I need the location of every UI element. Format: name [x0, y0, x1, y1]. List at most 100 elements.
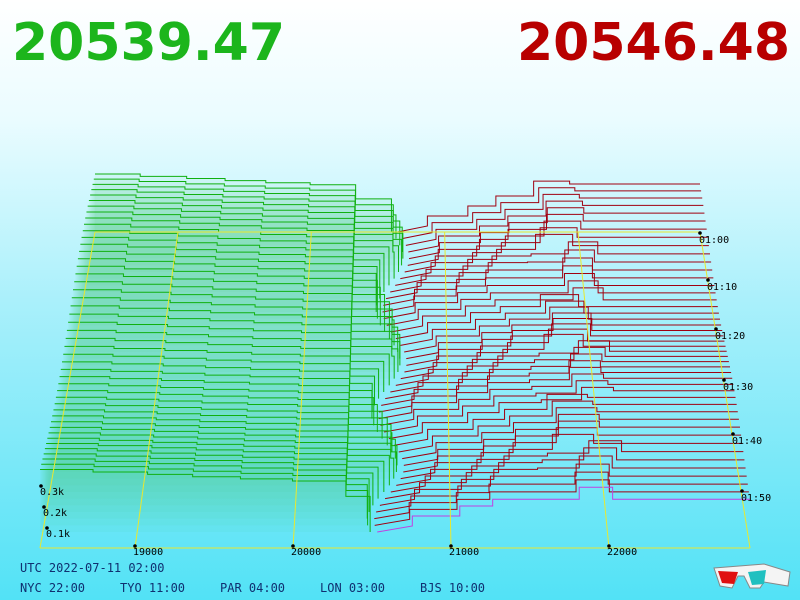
frame-line [699, 231, 751, 549]
bid-line [69, 313, 399, 372]
ask-line [383, 273, 715, 320]
bid-line [59, 376, 375, 426]
bid-line [49, 426, 395, 479]
zone-time: BJS 10:00 [420, 581, 485, 595]
ask-line [408, 200, 704, 253]
bid-line [47, 437, 385, 492]
bid-line [52, 415, 398, 466]
ask-line [377, 486, 750, 533]
depth-tick-label: 0.2k [43, 508, 67, 519]
ask-line [390, 241, 710, 293]
ask-line [379, 455, 746, 506]
ask-line [378, 360, 730, 413]
axes: 19000 20000 21000 22000 0.3k 0.2k 0.1k 01:00 01:… [39, 231, 771, 558]
price-grid-line [444, 231, 452, 549]
utc-time: UTC 2022-07-11 02:00 [20, 561, 165, 575]
depth-tick [42, 505, 46, 509]
bid-line [95, 173, 392, 232]
bid-line [90, 194, 404, 259]
bid-fill [88, 200, 402, 266]
ask-line [404, 220, 707, 273]
bid-fill [75, 273, 390, 339]
bid-line [57, 390, 383, 439]
ask-line [384, 380, 734, 433]
bid-line [55, 396, 388, 446]
ask-line [404, 323, 724, 373]
ask-line [390, 287, 717, 333]
bid-line [87, 205, 400, 272]
bid-line [63, 353, 376, 406]
bid-line [58, 383, 378, 432]
ask-line [401, 187, 702, 240]
ask-line [400, 328, 725, 380]
zone-time: LON 03:00 [320, 581, 385, 595]
bid-line [41, 463, 369, 526]
bid-line [92, 183, 401, 246]
time-tick [714, 327, 718, 331]
ask-line [402, 407, 738, 460]
bid-line [82, 230, 381, 299]
ask-line [382, 265, 714, 313]
ask-price: 20546.48 [517, 13, 790, 73]
bid-fill [60, 369, 372, 419]
bid-line [93, 178, 397, 239]
bid-line [66, 329, 390, 386]
price-grid-line [577, 231, 610, 549]
3d-glasses-icon [713, 563, 791, 589]
ask-line [405, 193, 703, 246]
bid-fill [71, 297, 400, 359]
ask-line [403, 420, 740, 473]
bid-line [68, 321, 395, 379]
bid-fill [93, 179, 396, 239]
time-tick-label: 01:50 [741, 493, 771, 504]
time-tick-label: 01:00 [699, 235, 729, 246]
bid-line [46, 442, 379, 499]
depth-tick [45, 526, 49, 530]
bid-line [65, 337, 385, 392]
bid-fill [52, 415, 397, 466]
price-tick-label: 19000 [133, 547, 163, 558]
bid-line [84, 223, 385, 292]
price-tick-label: 22000 [607, 547, 637, 558]
ask-line [395, 233, 709, 286]
price-grid-line [292, 231, 312, 549]
ask-line [374, 471, 748, 520]
price-tick [449, 544, 453, 548]
ask-line [381, 353, 729, 406]
bid-fill [70, 305, 400, 366]
frame-line [39, 231, 96, 549]
bid-fill [69, 314, 398, 372]
bid-line [42, 458, 368, 519]
ask-line [408, 207, 705, 260]
ask-line [376, 463, 747, 513]
zone-time: PAR 04:00 [220, 581, 285, 595]
price-grid-line [134, 231, 179, 549]
ask-line [390, 440, 744, 493]
time-tick [740, 489, 744, 493]
price-tick [607, 544, 611, 548]
bid-line [88, 200, 403, 266]
time-zones: NYC 22:00 TYO 11:00 PAR 04:00 LON 03:00 BJS … [20, 581, 485, 595]
time-tick [722, 378, 726, 382]
zone-time: NYC 22:00 [20, 581, 85, 595]
ask-line [400, 227, 708, 280]
price-tick [291, 544, 295, 548]
time-tick [706, 278, 710, 282]
bid-line [44, 448, 374, 506]
bid-fill [95, 174, 392, 232]
price-tick [133, 544, 137, 548]
ask-line [393, 393, 736, 446]
bid-price: 20539.47 [12, 13, 285, 73]
ask-line [390, 340, 727, 393]
bid-line [60, 368, 373, 419]
bid-fill [76, 266, 385, 332]
bid-fill [41, 464, 368, 526]
ask-line [398, 400, 737, 453]
bid-line [51, 421, 397, 472]
depth-tick-label: 0.1k [46, 529, 70, 540]
ask-line [406, 318, 723, 366]
bid-line [73, 289, 399, 352]
ask-line [380, 373, 733, 426]
time-tick-label: 01:40 [732, 436, 762, 447]
